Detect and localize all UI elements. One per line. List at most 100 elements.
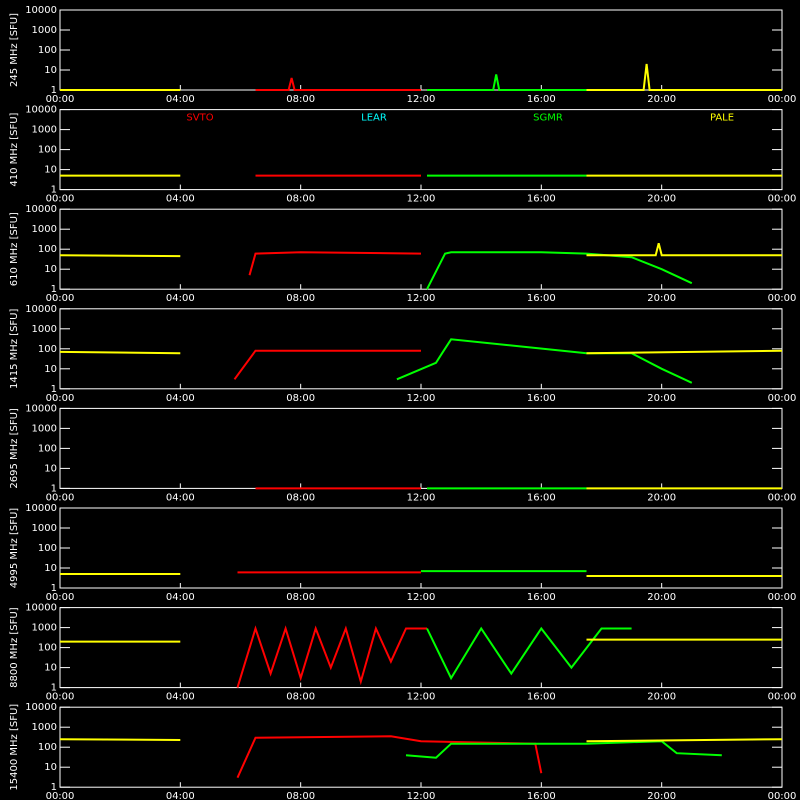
y-tick-label: 1000	[32, 224, 57, 235]
y-tick-label: 1000	[32, 623, 57, 634]
plot-frame	[59, 407, 783, 489]
y-axis-label: 610 MHz [SFU]	[9, 212, 20, 286]
x-tick-label: 08:00	[286, 791, 315, 800]
x-tick-label: 16:00	[527, 393, 556, 404]
y-tick-label: 1000	[32, 324, 57, 335]
x-tick-label: 00:00	[768, 94, 797, 105]
y-tick-label: 10000	[25, 403, 57, 414]
x-tick-label: 08:00	[286, 592, 315, 603]
x-tick-label: 00:00	[46, 293, 75, 304]
x-tick-label: 16:00	[527, 293, 556, 304]
x-tick-label: 00:00	[46, 492, 75, 503]
y-tick-label: 10	[44, 463, 57, 474]
y-tick-label: 1	[51, 683, 57, 694]
series-line	[405, 740, 722, 759]
x-tick-label: 04:00	[166, 791, 195, 800]
y-axis-label: 4995 MHz [SFU]	[9, 508, 20, 589]
x-tick-label: 12:00	[407, 393, 436, 404]
y-tick-label: 1000	[32, 423, 57, 434]
series-line	[427, 74, 587, 91]
y-tick-label: 10	[44, 663, 57, 674]
x-tick-label: 20:00	[647, 492, 676, 503]
y-tick-label: 10000	[25, 5, 57, 16]
y-tick-label: 10000	[25, 204, 57, 215]
y-tick-label: 1	[51, 583, 57, 594]
y-tick-label: 100	[38, 742, 57, 753]
x-tick-label: 08:00	[286, 94, 315, 105]
x-tick-label: 12:00	[407, 94, 436, 105]
x-tick-label: 00:00	[768, 492, 797, 503]
series-line	[586, 63, 782, 91]
x-tick-label: 00:00	[46, 692, 75, 703]
x-tick-label: 00:00	[46, 94, 75, 105]
series-line	[59, 350, 181, 355]
x-tick-label: 04:00	[166, 94, 195, 105]
x-tick-label: 08:00	[286, 393, 315, 404]
y-tick-label: 1000	[32, 125, 57, 136]
series-line	[586, 349, 783, 355]
x-tick-label: 16:00	[527, 492, 556, 503]
x-tick-label: 20:00	[647, 293, 676, 304]
plot-frame	[59, 607, 783, 689]
x-tick-label: 20:00	[647, 791, 676, 800]
series-line	[426, 251, 693, 290]
x-tick-label: 12:00	[407, 692, 436, 703]
x-tick-label: 00:00	[46, 194, 75, 205]
y-tick-label: 100	[38, 344, 57, 355]
x-tick-label: 20:00	[647, 692, 676, 703]
y-axis-label: 410 MHz [SFU]	[9, 112, 20, 186]
x-tick-label: 08:00	[286, 194, 315, 205]
x-tick-label: 08:00	[286, 492, 315, 503]
y-tick-label: 100	[38, 145, 57, 156]
plot-frame	[59, 9, 783, 91]
y-axis-label: 15400 MHz [SFU]	[9, 704, 20, 791]
x-tick-label: 00:00	[768, 692, 797, 703]
y-tick-label: 1	[51, 85, 57, 96]
x-tick-label: 00:00	[46, 393, 75, 404]
y-tick-label: 10	[44, 563, 57, 574]
y-tick-label: 1	[51, 782, 57, 793]
x-tick-label: 00:00	[768, 393, 797, 404]
x-tick-label: 04:00	[166, 293, 195, 304]
x-tick-label: 04:00	[166, 592, 195, 603]
y-tick-label: 10	[44, 762, 57, 773]
series-line	[236, 735, 543, 779]
x-tick-label: 16:00	[527, 94, 556, 105]
x-tick-label: 16:00	[527, 194, 556, 205]
plot-frame	[59, 109, 783, 191]
x-tick-label: 16:00	[527, 791, 556, 800]
x-tick-label: 04:00	[166, 393, 195, 404]
y-tick-label: 10	[44, 364, 57, 375]
legend-entry: PALE	[710, 113, 734, 124]
y-tick-label: 10	[44, 65, 57, 76]
x-tick-label: 12:00	[407, 592, 436, 603]
series-line	[248, 251, 422, 276]
y-tick-label: 1000	[32, 25, 57, 36]
legend-entry: LEAR	[361, 113, 387, 124]
x-tick-label: 00:00	[768, 293, 797, 304]
y-tick-label: 1000	[32, 722, 57, 733]
x-tick-label: 20:00	[647, 592, 676, 603]
series-line	[586, 738, 783, 743]
x-tick-label: 08:00	[286, 293, 315, 304]
x-tick-label: 12:00	[407, 194, 436, 205]
plot-frame	[59, 706, 783, 788]
x-tick-label: 12:00	[407, 791, 436, 800]
y-tick-label: 100	[38, 443, 57, 454]
y-tick-label: 1	[51, 284, 57, 295]
legend-entry: SVTO	[186, 113, 213, 124]
x-tick-label: 12:00	[407, 492, 436, 503]
series-line	[233, 349, 421, 380]
x-tick-label: 04:00	[166, 194, 195, 205]
x-tick-label: 00:00	[768, 592, 797, 603]
y-tick-label: 100	[38, 45, 57, 56]
y-tick-label: 10	[44, 264, 57, 275]
y-tick-label: 100	[38, 244, 57, 255]
series-line	[586, 242, 782, 257]
x-tick-label: 16:00	[527, 692, 556, 703]
series-line	[236, 625, 427, 688]
series-line	[59, 254, 181, 258]
y-axis-label: 8800 MHz [SFU]	[9, 607, 20, 688]
y-tick-label: 10000	[25, 603, 57, 614]
